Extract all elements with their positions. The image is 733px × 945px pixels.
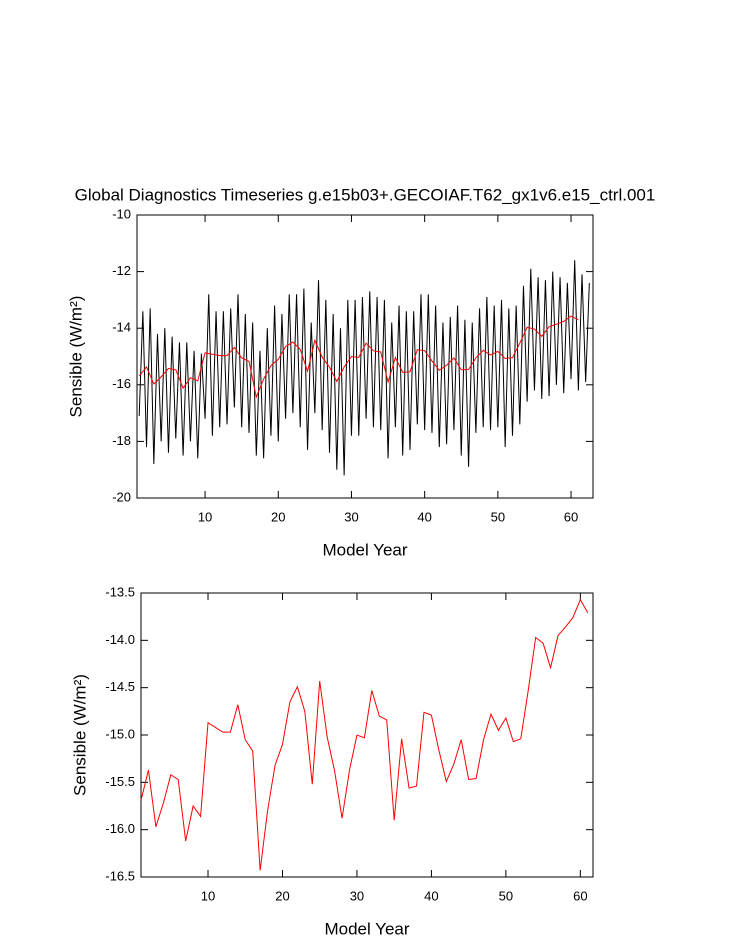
x-tick-label: 40 [424, 888, 438, 903]
y-tick-label: -14.5 [105, 679, 135, 694]
y-tick-label: -16.5 [105, 868, 135, 883]
y-tick-label: -15.5 [105, 774, 135, 789]
y-tick-label: -16.0 [105, 821, 135, 836]
y-axis-label: Sensible (W/m²) [66, 296, 85, 418]
y-tick-label: -15.0 [105, 726, 135, 741]
plot-frame [140, 592, 594, 878]
x-tick-label: 60 [564, 509, 578, 524]
y-tick-label: -16 [112, 376, 131, 391]
chart-title: Global Diagnostics Timeseries g.e15b03+.… [75, 185, 656, 204]
y-axis-label: Sensible (W/m²) [70, 674, 89, 796]
x-tick-label: 10 [201, 888, 215, 903]
data-line [140, 598, 589, 871]
data-line [138, 315, 579, 399]
x-axis-label: Model Year [322, 540, 407, 559]
y-tick-label: -13.5 [105, 584, 135, 599]
x-tick-label: 30 [350, 888, 364, 903]
x-tick-label: 50 [499, 888, 513, 903]
x-tick-label: 60 [573, 888, 587, 903]
x-tick-label: 20 [271, 509, 285, 524]
y-tick-label: -20 [112, 489, 131, 504]
x-tick-label: 40 [417, 509, 431, 524]
y-tick-label: -18 [112, 433, 131, 448]
y-tick-label: -14.0 [105, 632, 135, 647]
y-tick-label: -14 [112, 320, 131, 335]
data-line [138, 260, 590, 476]
plot-frame [136, 214, 594, 499]
y-tick-label: -12 [112, 263, 131, 278]
x-axis-label: Model Year [324, 919, 409, 938]
x-tick-label: 30 [344, 509, 358, 524]
x-tick-label: 20 [275, 888, 289, 903]
x-tick-label: 10 [198, 509, 212, 524]
x-tick-label: 50 [491, 509, 505, 524]
y-tick-label: -10 [112, 206, 131, 221]
